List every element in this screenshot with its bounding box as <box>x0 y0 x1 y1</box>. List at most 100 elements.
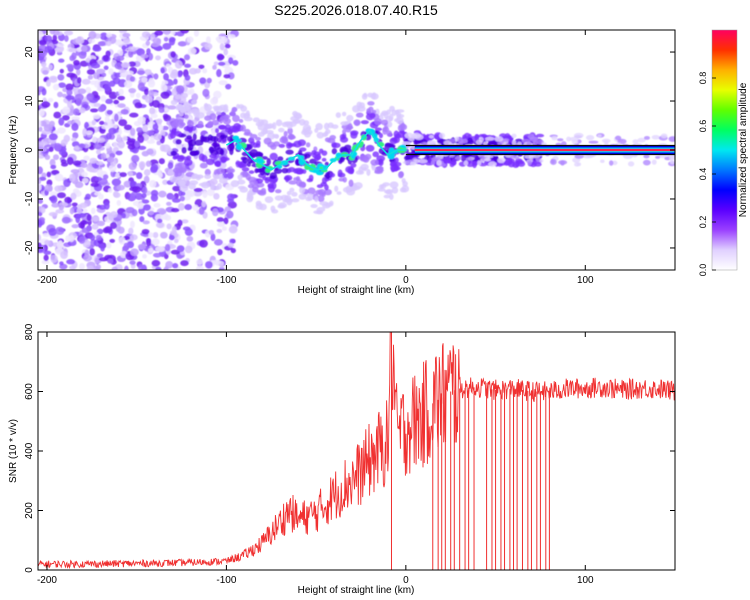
heatmap-speckle <box>196 259 203 265</box>
heatmap-speckle <box>204 168 211 176</box>
heatmap-speckle <box>202 88 210 98</box>
heatmap-speckle <box>167 169 175 176</box>
heatmap-speckle <box>557 138 564 142</box>
heatmap-speckle <box>391 186 399 194</box>
heatmap-speckle <box>247 183 255 189</box>
heatmap-speckle <box>38 198 44 204</box>
heatmap-speckle <box>224 43 231 49</box>
heatmap-speckle <box>346 114 354 122</box>
heatmap-speckle <box>394 157 399 163</box>
heatmap-speckle <box>130 127 136 137</box>
heatmap-speckle <box>230 109 236 117</box>
heatmap-speckle <box>362 167 367 172</box>
heatmap-speckle <box>422 141 428 146</box>
heatmap-speckle <box>597 134 602 138</box>
heatmap-speckle <box>149 107 156 115</box>
heatmap-speckle <box>178 111 184 117</box>
heatmap-speckle <box>41 88 47 96</box>
heatmap-speckle <box>216 69 222 78</box>
heatmap-speckle <box>269 152 278 161</box>
y-tick-label: 200 <box>24 502 35 519</box>
heatmap-speckle <box>103 202 110 210</box>
heatmap-speckle <box>482 141 488 146</box>
heatmap-speckle <box>46 171 52 178</box>
heatmap-speckle <box>158 190 167 198</box>
heatmap-speckle <box>97 41 106 47</box>
heatmap-speckle <box>79 202 88 209</box>
heatmap-speckle <box>71 122 79 131</box>
heatmap-speckle <box>118 236 126 245</box>
heatmap-speckle <box>41 61 47 68</box>
heatmap-speckle <box>114 113 119 122</box>
heatmap-speckle <box>220 157 230 162</box>
heatmap-speckle <box>129 260 136 265</box>
heatmap-speckle <box>186 190 195 198</box>
heatmap-speckle <box>121 45 127 51</box>
heatmap-speckle <box>204 103 213 112</box>
heatmap-speckle <box>299 186 306 194</box>
heatmap-speckle <box>180 191 186 196</box>
heatmap-speckle <box>63 30 74 36</box>
heatmap-speckle <box>45 79 51 87</box>
heatmap-speckle <box>106 132 112 140</box>
heatmap-speckle <box>44 239 51 246</box>
heatmap-speckle <box>179 196 185 202</box>
heatmap-speckle <box>117 140 126 149</box>
heatmap-speckle <box>98 257 109 262</box>
heatmap-speckle <box>78 143 86 149</box>
heatmap-speckle <box>41 259 50 265</box>
heatmap-speckle <box>298 118 306 126</box>
heatmap-speckle <box>535 133 545 138</box>
heatmap-speckle <box>284 198 294 203</box>
heatmap-speckle <box>241 167 250 172</box>
heatmap-speckle <box>170 99 178 106</box>
heatmap-speckle <box>168 81 175 86</box>
heatmap-speckle <box>216 217 224 223</box>
heatmap-speckle <box>478 136 484 143</box>
heatmap-speckle <box>136 127 143 133</box>
heatmap-speckle <box>192 204 199 211</box>
heatmap-speckle <box>67 100 73 109</box>
heatmap-speckle <box>165 63 171 68</box>
heatmap-speckle <box>38 183 42 192</box>
heatmap-speckle <box>162 42 172 50</box>
heatmap-speckle <box>62 106 71 114</box>
heatmap-speckle <box>71 202 78 207</box>
heatmap-speckle <box>162 179 169 185</box>
heatmap-speckle <box>588 140 599 144</box>
heatmap-speckle <box>189 88 195 95</box>
heatmap-speckle <box>112 77 121 85</box>
heatmap-speckle <box>477 160 482 166</box>
colorbar-gradient <box>712 30 737 270</box>
heatmap-speckle <box>366 168 371 176</box>
heatmap-speckle <box>83 155 90 161</box>
heatmap-speckle <box>362 156 370 163</box>
heatmap-speckle <box>291 191 298 197</box>
heatmap-speckle <box>68 47 78 53</box>
heatmap-speckle <box>401 141 412 145</box>
heatmap-speckle <box>227 242 234 248</box>
heatmap-speckle <box>298 193 307 200</box>
heatmap-speckle <box>209 135 217 142</box>
heatmap-speckle <box>324 188 332 196</box>
heatmap-speckle <box>117 226 125 234</box>
heatmap-speckle <box>105 98 114 105</box>
heatmap-speckle <box>166 223 172 230</box>
heatmap-speckle <box>267 141 276 148</box>
heatmap-speckle <box>126 241 134 249</box>
heatmap-speckle <box>187 103 193 110</box>
heatmap-speckle <box>378 184 384 190</box>
heatmap-speckle <box>208 229 214 235</box>
heatmap-speckle <box>138 264 145 270</box>
heatmap-speckle <box>53 143 62 152</box>
heatmap-speckle <box>227 34 236 39</box>
heatmap-speckle <box>60 162 69 167</box>
heatmap-speckle <box>370 92 379 100</box>
heatmap-speckle <box>189 150 199 157</box>
heatmap-speckle <box>205 36 211 45</box>
heatmap-speckle <box>210 233 216 242</box>
heatmap-speckle <box>169 118 177 126</box>
y-tick-label: 800 <box>24 323 35 340</box>
heatmap-speckle <box>214 127 219 134</box>
heatmap-speckle <box>310 203 318 209</box>
